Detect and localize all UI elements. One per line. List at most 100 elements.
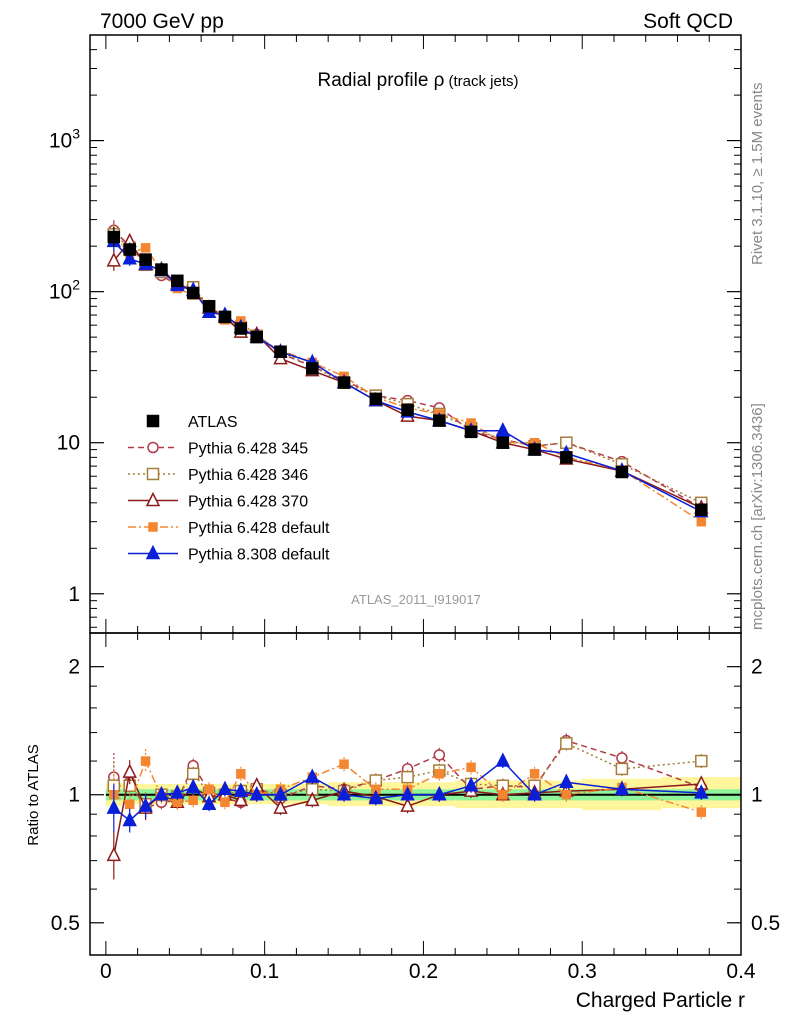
ratio-ytick-label: 2 [68, 656, 80, 679]
y-axis-label: Ratio to ATLAS [25, 744, 42, 845]
ratio-point-p346 [560, 737, 573, 750]
legend-item-p345: Pythia 6.428 345 [128, 441, 308, 458]
legend: ATLAS Pythia 6.428 345 Pythia 6.428 346 Pyt… [128, 414, 330, 564]
series-point-p8def [495, 422, 511, 437]
ratio-point-p346 [186, 767, 200, 781]
ratio-point-p370 [273, 799, 288, 814]
ratio-point-p6def [529, 769, 540, 779]
ratio-point-p8def [106, 799, 122, 814]
main-ytick-label: 10 [57, 432, 80, 455]
legend-marker-p8def [145, 544, 161, 560]
ratio-line-p8def [113, 760, 702, 822]
ratio-point-p8def [368, 789, 384, 805]
ratio-point-p6def [339, 759, 349, 769]
ratio-xtick-label: 0.1 [250, 960, 279, 983]
ratio-line-p346 [113, 742, 702, 806]
series-point-ATLAS [615, 465, 629, 479]
ratio-ytick-label-base: 1 [751, 784, 763, 807]
legend-label-ATLAS: ATLAS [188, 414, 238, 431]
ratio-point-p346 [615, 762, 629, 776]
ratio-point-p8def [614, 780, 630, 796]
series-line-p8def [113, 240, 702, 513]
ratio-ytick-label: 2 [751, 656, 763, 679]
series-point-p8def [122, 250, 137, 265]
series-point-ATLAS [250, 330, 263, 344]
ratio-point-p8def [432, 786, 447, 801]
ratio-point-p8def [201, 795, 217, 810]
ratio-ytick-label-base: 1 [68, 784, 80, 807]
ratio-line-p370 [113, 769, 702, 856]
header-right: Soft QCD [643, 10, 733, 33]
main-ytick-label-base: 10 [57, 432, 80, 455]
ratio-point-p8def [154, 786, 169, 801]
ratio-point-p346 [369, 774, 383, 787]
main-frame [89, 34, 742, 634]
ratio-xtick-label: 0.4 [726, 960, 756, 983]
ratio-point-p8def [305, 768, 320, 783]
series-point-ATLAS [695, 503, 708, 516]
ratio-xtick-label: 0.2 [409, 960, 438, 983]
ratio-ytick-label: 1 [751, 784, 763, 807]
series-point-ATLAS [464, 425, 478, 439]
ratio-point-p8def [559, 773, 574, 788]
series-point-p370 [106, 252, 122, 267]
series-point-ATLAS [306, 362, 319, 375]
series-line-p346 [113, 233, 702, 504]
chart-title: Radial profile ρ (track jets) [318, 70, 519, 91]
main-ytick-label: 1 [68, 583, 80, 606]
ratio-ytick-label-base: 0.5 [751, 912, 780, 935]
ratio-point-p8def [527, 786, 542, 801]
legend-marker-p346 [146, 467, 160, 481]
ratio-point-p6def [498, 789, 508, 800]
legend-marker-p345 [147, 441, 159, 454]
series-point-ATLAS [202, 300, 216, 313]
main-ytick-label-exp: 2 [72, 277, 80, 293]
legend-marker-p6def [148, 522, 158, 532]
legend-label-p345: Pythia 6.428 345 [188, 441, 308, 458]
series-point-ATLAS [337, 376, 351, 389]
series-point-ATLAS [155, 263, 168, 276]
ratio-point-p8def [495, 752, 511, 767]
ratio-point-p345 [433, 749, 446, 761]
ratio-ytick-label: 1 [68, 784, 80, 807]
main-ytick-label-exp: 3 [72, 126, 80, 142]
ratio-ytick-label: 0.5 [51, 912, 80, 935]
ratio-line-p345 [113, 739, 702, 810]
ratio-point-p8def [400, 786, 415, 801]
ratio-line-p6def [113, 759, 702, 813]
series-line-p370 [113, 240, 702, 509]
ratio-point-p8def [185, 778, 201, 794]
ratio-point-p6def [220, 797, 230, 808]
series-point-p6def [696, 516, 707, 527]
legend-item-p8def: Pythia 8.308 default [128, 544, 330, 564]
legend-marker-ATLAS [146, 414, 160, 428]
series-ATLAS [107, 227, 708, 516]
legend-item-ATLAS: ATLAS [146, 414, 238, 431]
main-ytick-label: 102 [49, 277, 80, 304]
series-line-p6def [113, 235, 702, 523]
side-label-rivet: Rivet 3.1.10, ≥ 1.5M events [749, 83, 766, 266]
ratio-point-p370 [233, 791, 249, 807]
series-point-ATLAS [107, 230, 121, 244]
legend-label-p346: Pythia 6.428 346 [188, 467, 308, 484]
ratio-point-p346 [695, 754, 708, 768]
ratio-point-p8def [122, 811, 137, 827]
series-point-ATLAS [218, 310, 232, 324]
ratio-point-p370 [122, 763, 137, 778]
ratio-point-p6def [434, 769, 445, 779]
ratio-point-p6def [188, 795, 198, 806]
ratio-ytick-label-base: 0.5 [51, 912, 80, 935]
legend-label-p6def: Pythia 6.428 default [188, 520, 330, 537]
side-label-mcplots: mcplots.cern.ch [arXiv:1306.3436] [749, 403, 766, 630]
series-point-ATLAS [171, 274, 184, 288]
ratio-point-p8def [249, 786, 264, 801]
legend-item-p346: Pythia 6.428 346 [128, 467, 308, 484]
ratio-point-p6def [124, 799, 135, 809]
main-ytick-label-base: 1 [68, 583, 80, 606]
legend-item-p370: Pythia 6.428 370 [128, 491, 308, 511]
ratio-point-p6def [236, 769, 246, 779]
series-point-p6def [140, 243, 151, 253]
series-point-ATLAS [401, 403, 414, 417]
legend-marker-p370 [145, 491, 161, 507]
